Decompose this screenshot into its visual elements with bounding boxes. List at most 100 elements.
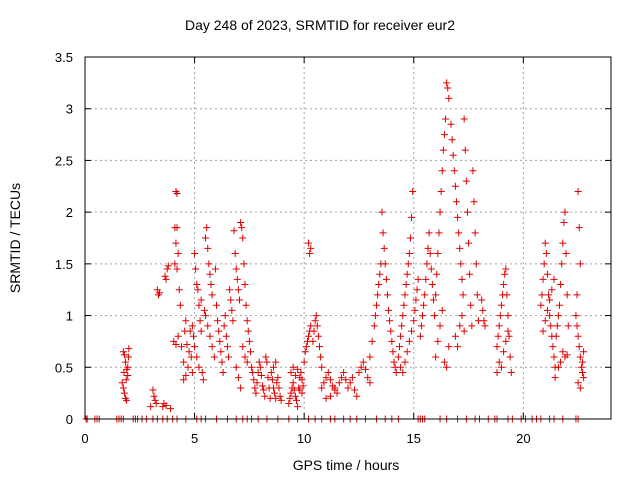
data-point	[273, 379, 281, 387]
data-point	[203, 224, 211, 232]
data-point	[119, 384, 127, 392]
data-point	[494, 332, 502, 340]
data-point	[580, 348, 588, 356]
data-point	[459, 291, 467, 299]
data-point	[193, 281, 201, 289]
data-point	[208, 291, 216, 299]
data-point	[546, 296, 554, 304]
data-point	[233, 275, 241, 283]
data-point	[443, 79, 451, 87]
data-point	[322, 394, 330, 402]
data-point	[557, 281, 565, 289]
data-point	[164, 262, 172, 270]
x-tick-label: 0	[81, 431, 88, 446]
data-point	[575, 343, 583, 351]
data-point	[312, 312, 320, 320]
data-point	[227, 296, 235, 304]
data-point	[371, 312, 379, 320]
data-point	[118, 379, 126, 387]
data-point	[382, 275, 390, 283]
data-point	[256, 363, 264, 371]
data-point	[425, 229, 433, 237]
data-point	[500, 348, 508, 356]
data-point	[451, 332, 459, 340]
data-point	[326, 392, 334, 400]
data-point	[228, 306, 236, 314]
data-point	[216, 337, 224, 345]
data-point	[243, 358, 251, 366]
data-point	[207, 281, 215, 289]
data-point	[424, 244, 432, 252]
data-point	[466, 270, 474, 278]
data-point	[300, 358, 308, 366]
data-point	[575, 224, 583, 232]
data-point	[557, 358, 565, 366]
data-point	[166, 405, 174, 413]
data-point	[298, 376, 306, 384]
data-point	[197, 296, 205, 304]
data-point	[250, 376, 258, 384]
data-point	[172, 341, 180, 349]
data-point	[149, 386, 157, 394]
data-point	[200, 306, 208, 314]
data-point	[175, 286, 183, 294]
data-point	[151, 396, 159, 404]
data-point	[305, 332, 313, 340]
data-point	[213, 301, 220, 309]
data-point	[438, 167, 446, 175]
data-point	[123, 396, 131, 404]
data-point	[197, 327, 205, 335]
data-point	[562, 250, 570, 258]
data-point	[239, 343, 247, 351]
data-point	[502, 265, 510, 273]
data-point	[289, 363, 297, 371]
data-point	[405, 250, 413, 258]
data-point	[188, 368, 196, 376]
data-point	[252, 389, 260, 397]
data-point	[335, 379, 343, 387]
data-point	[206, 332, 214, 340]
data-point	[397, 332, 405, 340]
data-point	[223, 343, 231, 351]
data-point	[460, 327, 468, 335]
data-point	[500, 281, 508, 289]
x-tick-label: 10	[297, 431, 311, 446]
data-point	[292, 396, 300, 404]
data-point	[443, 363, 451, 371]
data-point	[399, 312, 407, 320]
data-point	[543, 270, 551, 278]
data-point	[162, 402, 170, 410]
data-point	[219, 368, 227, 376]
data-point	[172, 239, 180, 247]
axis-ticks: 0 0.5 1 1.5 2 2.5 3 3.5 0 5 10 15 20	[55, 50, 611, 446]
data-point	[289, 379, 297, 387]
data-point	[440, 131, 448, 139]
data-point	[478, 296, 486, 304]
data-point	[262, 353, 270, 361]
data-point	[274, 374, 282, 382]
data-point	[287, 389, 295, 397]
y-tick-label: 0	[66, 412, 73, 427]
data-point	[504, 327, 512, 335]
data-point	[400, 301, 408, 309]
data-point	[539, 275, 547, 283]
data-point	[276, 392, 284, 400]
data-point	[465, 239, 473, 247]
data-point	[291, 372, 299, 380]
data-point	[245, 337, 253, 345]
data-point	[294, 403, 302, 411]
data-point	[449, 151, 457, 159]
data-point	[398, 322, 406, 330]
data-point	[429, 296, 437, 304]
data-point	[401, 291, 409, 299]
data-point	[309, 337, 317, 345]
data-point	[380, 244, 388, 252]
data-point	[182, 372, 190, 380]
data-point	[163, 265, 171, 273]
data-point	[124, 363, 132, 371]
data-point	[445, 343, 453, 351]
data-point	[573, 322, 581, 330]
data-point	[254, 368, 262, 376]
data-point	[444, 84, 452, 92]
